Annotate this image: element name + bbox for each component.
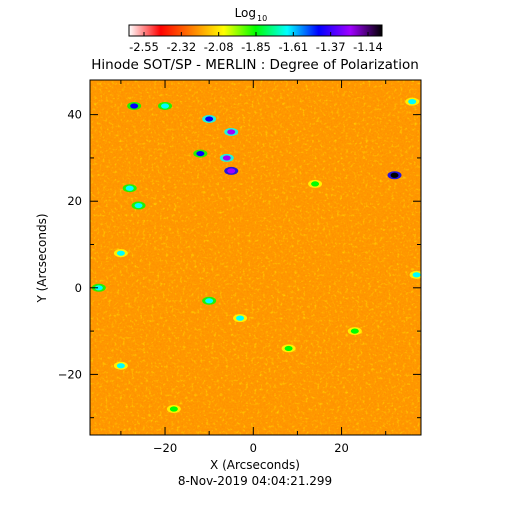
colorbar-tick-label: -1.85 [241,40,271,54]
colorbar-tick-label: -1.14 [353,40,383,54]
x-tick-label: 20 [334,441,349,455]
x-tick-label: 0 [250,441,257,455]
y-tick-label: 0 [75,281,82,295]
colorbar-title-subscript: 10 [257,14,267,23]
y-axis-label: Y (Arcseconds) [35,213,49,303]
feature-core [390,172,399,178]
feature-core [412,272,421,278]
feature-core [116,250,125,256]
feature-core [130,103,139,109]
feature-core [350,328,359,334]
feature-core [196,150,205,157]
feature-core [236,315,245,321]
y-tick-label: −20 [58,367,82,381]
feature-core [311,181,320,187]
colorbar-tick-label: -2.55 [129,40,159,54]
colorbar-ticks: -2.55 -2.32 -2.08 -1.85 -1.61 -1.37 -1.14 [129,32,383,54]
feature-core [222,155,231,161]
feature-core [94,285,103,291]
feature-core [205,116,214,122]
feature-core [116,363,125,369]
x-axis-label: X (Arcseconds) [210,458,300,472]
heatmap-features [91,97,421,414]
feature-core [408,99,417,105]
colorbar-title: Log [235,6,256,20]
plot-frame [89,79,422,436]
y-tick-label: 40 [67,108,82,122]
axis-ticks: −20 0 20 −20 0 20 40 [58,80,421,455]
heatmap-texture-high [90,80,421,435]
feature-core [169,406,178,412]
timestamp: 8-Nov-2019 04:04:21.299 [178,474,332,488]
feature-core [227,129,236,135]
colorbar-tick-label: -2.32 [166,40,196,54]
feature-core [284,345,293,352]
plot-area [90,80,421,435]
feature-core [134,202,143,209]
colorbar-tick-label: -1.37 [316,40,346,54]
feature-core [227,168,236,174]
y-tick-label: 20 [67,194,82,208]
colorbar-tick-label: -1.61 [278,40,308,54]
chart-title: Hinode SOT/SP - MERLIN : Degree of Polar… [91,57,419,73]
colorbar-tick-label: -2.08 [204,40,234,54]
feature-core [125,185,134,191]
feature-core [205,298,214,304]
feature-core [161,103,170,109]
x-tick-label: −20 [153,441,177,455]
